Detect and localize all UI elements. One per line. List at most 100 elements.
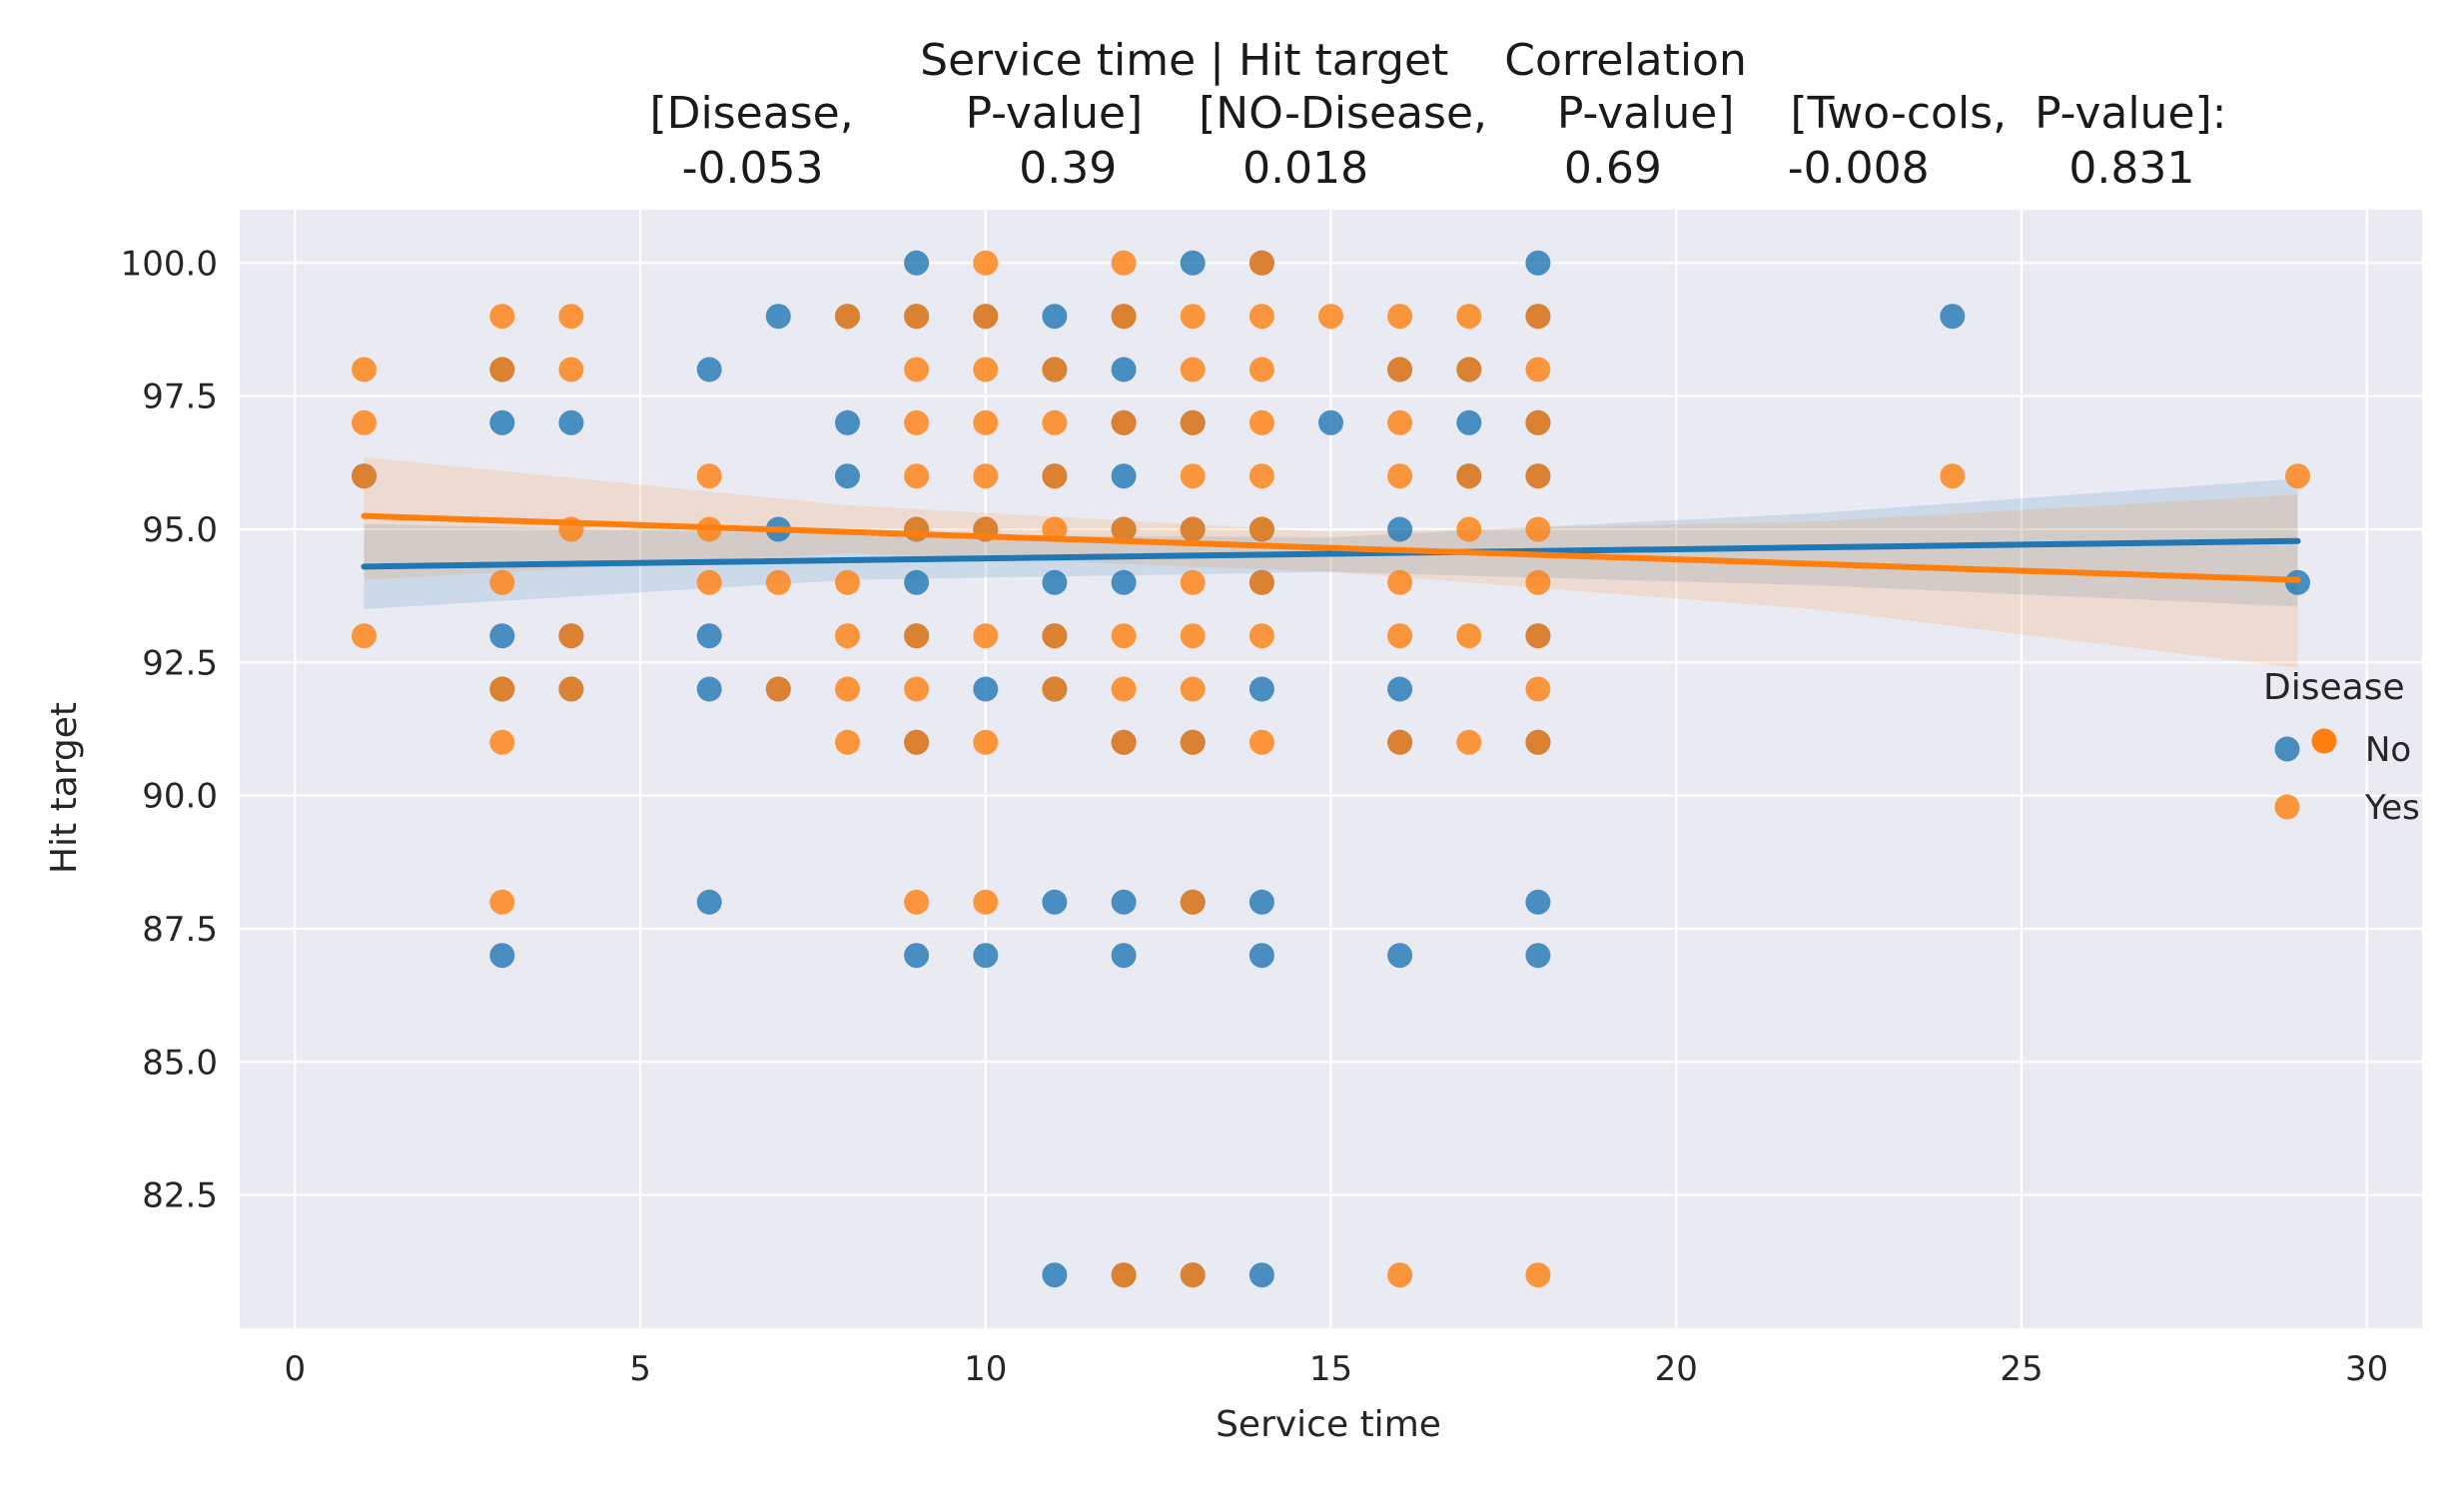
- point-yes: [1318, 304, 1343, 330]
- point-no: [1248, 943, 1274, 969]
- point-yes: [489, 889, 515, 915]
- point-yes: [1248, 516, 1274, 542]
- point-yes: [1525, 463, 1551, 489]
- y-tick-label: 97.5: [142, 377, 218, 417]
- point-yes: [696, 569, 722, 595]
- point-yes: [1525, 357, 1551, 382]
- point-yes: [1525, 676, 1551, 702]
- legend-label-no: No: [2365, 730, 2411, 770]
- point-yes: [1180, 409, 1206, 435]
- point-yes: [1248, 357, 1274, 382]
- grid-lines: [240, 210, 2422, 1328]
- legend-marker-overlay: [2311, 728, 2337, 754]
- point-yes: [1525, 516, 1551, 542]
- point-no: [973, 943, 999, 969]
- point-no: [1111, 889, 1137, 915]
- point-no: [1940, 304, 1966, 330]
- point-yes: [1387, 1262, 1413, 1288]
- point-yes: [558, 357, 584, 382]
- point-yes: [1042, 357, 1068, 382]
- point-yes: [973, 357, 999, 382]
- point-yes: [1180, 623, 1206, 649]
- point-no: [904, 250, 930, 276]
- point-yes: [1042, 516, 1068, 542]
- point-yes: [904, 357, 930, 382]
- y-axis-label: Hit target: [44, 702, 85, 874]
- point-yes: [558, 623, 584, 649]
- x-tick-labels: 0 5 10 15 20 25 30: [284, 1349, 2388, 1389]
- point-yes: [973, 623, 999, 649]
- point-no: [1248, 889, 1274, 915]
- x-tick-label: 20: [1655, 1349, 1698, 1389]
- point-yes: [1180, 676, 1206, 702]
- point-yes: [835, 676, 860, 702]
- point-yes: [1111, 1262, 1137, 1288]
- title-line-1: Service time | Hit target Correlation: [920, 35, 1747, 86]
- point-no: [696, 889, 722, 915]
- point-no: [1318, 409, 1343, 435]
- legend: Disease No Yes: [2263, 667, 2420, 828]
- point-no: [1387, 676, 1413, 702]
- point-no: [835, 463, 860, 489]
- point-yes: [973, 463, 999, 489]
- point-yes: [904, 463, 930, 489]
- point-no: [1042, 889, 1068, 915]
- y-tick-label: 82.5: [142, 1176, 218, 1216]
- point-yes: [1387, 463, 1413, 489]
- point-yes: [904, 516, 930, 542]
- x-tick-label: 25: [2000, 1349, 2043, 1389]
- x-tick-label: 10: [964, 1349, 1007, 1389]
- point-yes: [1042, 676, 1068, 702]
- point-yes: [1248, 569, 1274, 595]
- point-yes: [1180, 304, 1206, 330]
- regression-line-no: [361, 537, 2301, 570]
- point-yes: [973, 889, 999, 915]
- point-no: [765, 304, 791, 330]
- y-tick-label: 90.0: [142, 777, 218, 817]
- point-no: [1456, 409, 1482, 435]
- point-yes: [904, 409, 930, 435]
- point-yes: [1042, 623, 1068, 649]
- point-yes: [765, 569, 791, 595]
- point-no: [904, 943, 930, 969]
- point-no: [1248, 1262, 1274, 1288]
- point-yes: [1456, 463, 1482, 489]
- point-yes: [1387, 623, 1413, 649]
- point-yes: [1456, 304, 1482, 330]
- point-yes: [973, 409, 999, 435]
- point-yes: [904, 676, 930, 702]
- point-yes: [489, 729, 515, 755]
- chart-title: Service time | Hit target Correlation [D…: [649, 35, 2226, 194]
- point-yes: [1940, 463, 1966, 489]
- point-yes: [904, 729, 930, 755]
- legend-title: Disease: [2263, 667, 2405, 708]
- point-yes: [1042, 409, 1068, 435]
- point-yes: [352, 463, 377, 489]
- point-no: [1042, 1262, 1068, 1288]
- point-yes: [1456, 357, 1482, 382]
- point-no: [1042, 569, 1068, 595]
- point-yes: [1111, 409, 1137, 435]
- point-yes: [1525, 409, 1551, 435]
- legend-marker-no: [2274, 736, 2300, 762]
- point-yes: [1456, 623, 1482, 649]
- point-yes: [1111, 676, 1137, 702]
- point-no: [1525, 250, 1551, 276]
- point-yes: [352, 623, 377, 649]
- point-no: [1111, 943, 1137, 969]
- point-no: [696, 676, 722, 702]
- x-tick-label: 0: [284, 1349, 306, 1389]
- point-yes: [489, 357, 515, 382]
- point-yes: [1180, 463, 1206, 489]
- point-yes: [1387, 729, 1413, 755]
- x-tick-label: 5: [629, 1349, 651, 1389]
- point-no: [696, 357, 722, 382]
- point-yes: [1248, 729, 1274, 755]
- point-yes: [835, 569, 860, 595]
- point-no: [1525, 943, 1551, 969]
- point-no: [1111, 357, 1137, 382]
- regression-lines: [361, 512, 2301, 583]
- point-yes: [1248, 463, 1274, 489]
- legend-label-yes: Yes: [2364, 788, 2420, 828]
- x-axis-label: Service time: [1216, 1404, 1441, 1445]
